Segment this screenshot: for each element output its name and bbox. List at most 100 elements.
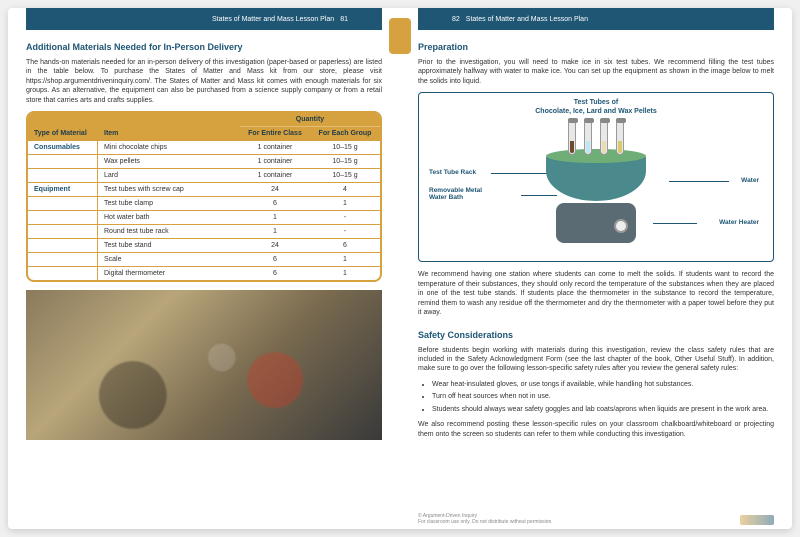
header-title: States of Matter and Mass Lesson Plan (212, 16, 334, 23)
diagram-title: Test Tubes ofChocolate, Ice, Lard and Wa… (535, 99, 657, 116)
group-qty-cell: - (310, 211, 380, 224)
group-cell: Equipment (28, 183, 98, 196)
tube-rack (546, 149, 646, 163)
tube-fill (570, 141, 574, 153)
group-qty-cell: 4 (310, 183, 380, 196)
header-title: States of Matter and Mass Lesson Plan (466, 16, 588, 23)
right-header: 82 States of Matter and Mass Lesson Plan (418, 8, 774, 30)
group-qty-cell: - (310, 225, 380, 238)
table-row: Digital thermometer61 (28, 266, 380, 280)
class-qty-cell: 1 container (240, 141, 310, 154)
footer-text: © Argument-Driven Inquiry For classroom … (418, 513, 553, 525)
class-qty-cell: 1 (240, 225, 310, 238)
tube-fill (602, 141, 606, 153)
item-cell: Hot water bath (98, 211, 240, 224)
table-row: Round test tube rack1- (28, 224, 380, 238)
materials-intro: The hands-on materials needed for an in-… (26, 58, 382, 105)
safety-heading: Safety Considerations (418, 330, 774, 340)
group-cell (28, 253, 98, 266)
item-cell: Test tube stand (98, 239, 240, 252)
group-cell (28, 225, 98, 238)
class-qty-cell: 6 (240, 197, 310, 210)
test-tube (584, 121, 592, 155)
group-qty-cell: 1 (310, 253, 380, 266)
tube-cap (616, 118, 626, 123)
table-row: EquipmentTest tubes with screw cap244 (28, 182, 380, 196)
group-cell (28, 197, 98, 210)
lead-water (669, 181, 729, 182)
group-qty-cell: 6 (310, 239, 380, 252)
classroom-photo (26, 290, 382, 440)
label-bath: Removable MetalWater Bath (429, 187, 482, 201)
col-class: For Entire Class (240, 127, 310, 140)
safety-intro: Before students begin working with mater… (418, 346, 774, 374)
heater-base (556, 203, 636, 243)
item-cell: Test tube clamp (98, 197, 240, 210)
table-row: Scale61 (28, 252, 380, 266)
table-header: Type of Material Item Quantity For Entir… (28, 113, 380, 140)
safety-rule: Turn off heat sources when not in use. (432, 392, 774, 401)
left-page: States of Matter and Mass Lesson Plan 81… (8, 8, 400, 529)
group-cell (28, 211, 98, 224)
left-page-number: 81 (340, 16, 348, 23)
col-group: For Each Group (310, 127, 380, 140)
group-cell: Consumables (28, 141, 98, 154)
page-footer: © Argument-Driven Inquiry For classroom … (418, 513, 774, 525)
page-spread: States of Matter and Mass Lesson Plan 81… (8, 8, 792, 529)
tube-cap (568, 118, 578, 123)
equipment-diagram: Test Tubes ofChocolate, Ice, Lard and Wa… (418, 92, 774, 262)
prep-text: Prior to the investigation, you will nee… (418, 58, 774, 86)
test-tube (600, 121, 608, 155)
col-type: Type of Material (28, 113, 98, 140)
tube-cap (584, 118, 594, 123)
group-qty-cell: 1 (310, 197, 380, 210)
tube-fill (586, 141, 590, 153)
right-page-number: 82 (452, 16, 460, 23)
safety-list: Wear heat-insulated gloves, or use tongs… (418, 380, 774, 414)
metal-bowl (546, 157, 646, 201)
label-water: Water (741, 177, 759, 184)
group-qty-cell: 10–15 g (310, 141, 380, 154)
left-header: States of Matter and Mass Lesson Plan 81 (26, 8, 382, 30)
table-row: Test tube stand246 (28, 238, 380, 252)
test-tube (568, 121, 576, 155)
item-cell: Digital thermometer (98, 267, 240, 280)
table-row: Lard1 container10–15 g (28, 168, 380, 182)
table-row: Hot water bath1- (28, 210, 380, 224)
group-qty-cell: 10–15 g (310, 169, 380, 182)
class-qty-cell: 1 container (240, 169, 310, 182)
materials-heading: Additional Materials Needed for In-Perso… (26, 42, 382, 52)
group-qty-cell: 1 (310, 267, 380, 280)
item-cell: Round test tube rack (98, 225, 240, 238)
safety-rule: Students should always wear safety goggl… (432, 405, 774, 414)
prep-heading: Preparation (418, 42, 774, 52)
group-qty-cell: 10–15 g (310, 155, 380, 168)
right-page: 82 States of Matter and Mass Lesson Plan… (400, 8, 792, 529)
col-qty: Quantity (240, 113, 380, 127)
lead-rack (491, 173, 551, 174)
tube-cap (600, 118, 610, 123)
table-body: ConsumablesMini chocolate chips1 contain… (28, 140, 380, 280)
safety-rule: Wear heat-insulated gloves, or use tongs… (432, 380, 774, 389)
recommendation-text: We recommend having one station where st… (418, 270, 774, 317)
group-cell (28, 267, 98, 280)
water-bath-assembly (546, 149, 646, 243)
class-qty-cell: 1 container (240, 155, 310, 168)
materials-table: Type of Material Item Quantity For Entir… (26, 111, 382, 282)
label-rack: Test Tube Rack (429, 169, 476, 176)
class-qty-cell: 6 (240, 267, 310, 280)
safety-outro: We also recommend posting these lesson-s… (418, 420, 774, 439)
item-cell: Wax pellets (98, 155, 240, 168)
tube-fill (618, 141, 622, 153)
copyright-line2: For classroom use only. Do not distribut… (418, 519, 553, 525)
group-cell (28, 169, 98, 182)
heater-knob (614, 219, 628, 233)
item-cell: Scale (98, 253, 240, 266)
item-cell: Test tubes with screw cap (98, 183, 240, 196)
class-qty-cell: 1 (240, 211, 310, 224)
item-cell: Mini chocolate chips (98, 141, 240, 154)
table-row: ConsumablesMini chocolate chips1 contain… (28, 140, 380, 154)
lead-heater (653, 223, 697, 224)
class-qty-cell: 6 (240, 253, 310, 266)
group-cell (28, 155, 98, 168)
